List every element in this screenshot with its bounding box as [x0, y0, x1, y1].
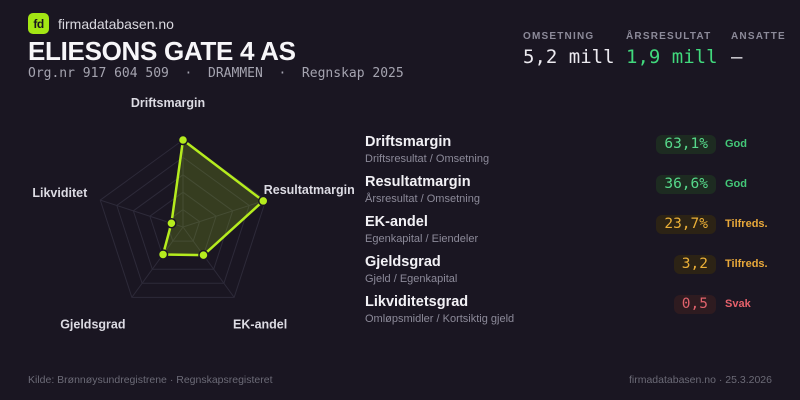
stat-ansatte: ANSATTE –	[731, 31, 786, 68]
radar-data-point	[198, 249, 209, 261]
footer-site-date-text: firmadatabasen.no · 25.3.2026	[628, 374, 772, 386]
footer-source-text: Kilde: Brønnøysundregistrene · Regnskaps…	[28, 374, 273, 386]
radar-axis-label: Likviditet	[32, 186, 88, 200]
metric-name: Driftsmargin	[365, 134, 452, 150]
metric-name: Resultatmargin	[365, 174, 471, 190]
metric-formula: Årsresultat / Omsetning	[365, 193, 480, 205]
metric-value-pill: 3,2	[673, 255, 716, 274]
key-figures-panel: Driftsmargin Driftsresultat / Omsetning …	[365, 134, 777, 334]
company-meta-subtitle: Org.nr 917 604 509 · DRAMMEN · Regnskap …	[28, 66, 404, 81]
radar-chart: Driftsmargin Resultatmargin EK-andel Gjelds…	[32, 96, 355, 331]
metric-name: EK-andel	[365, 214, 428, 230]
metric-formula: Gjeld / Egenkapital	[365, 273, 458, 285]
metric-name: Gjeldsgrad	[365, 254, 441, 270]
metric-value-pill: 36,6%	[656, 175, 716, 194]
metric-row-ek-andel: EK-andel Egenkapital / Eiendeler 23,7% T…	[365, 214, 777, 254]
radar-axis-label: Resultatmargin	[264, 183, 355, 197]
metric-status-label: Tilfreds.	[725, 218, 768, 230]
stat-label: ANSATTE	[731, 31, 786, 42]
metric-formula: Egenkapital / Eiendeler	[365, 233, 479, 245]
stat-value: 5,2 mill	[523, 46, 615, 68]
radar-chart-container: Driftsmargin Resultatmargin EK-andel Gjelds…	[0, 82, 360, 352]
radar-data-point	[166, 217, 177, 229]
metric-status-label: Svak	[725, 298, 751, 310]
stat-label: ÅRSRESULTAT	[626, 31, 712, 42]
metric-value-pill: 23,7%	[656, 215, 716, 234]
radar-data-point	[157, 249, 169, 260]
stat-value: 1,9 mill	[626, 46, 718, 68]
metric-row-likviditetsgrad: Likviditetsgrad Omløpsmidler / Kortsikti…	[365, 294, 777, 334]
metric-value-pill: 0,5	[673, 295, 716, 314]
metric-name: Likviditetsgrad	[365, 294, 469, 310]
metric-row-driftsmargin: Driftsmargin Driftsresultat / Omsetning …	[365, 134, 777, 174]
metric-formula: Omløpsmidler / Kortsiktig gjeld	[365, 313, 515, 325]
radar-data-point	[258, 195, 269, 207]
stat-arsresultat: ÅRSRESULTAT 1,9 mill	[626, 31, 718, 68]
metric-status-label: Tilfreds.	[725, 258, 768, 270]
metric-formula: Driftsresultat / Omsetning	[365, 153, 490, 165]
radar-axis-label: Gjeldsgrad	[60, 317, 125, 331]
stat-value: –	[731, 46, 743, 68]
radar-data-point	[177, 134, 189, 146]
metric-row-resultatmargin: Resultatmargin Årsresultat / Omsetning 3…	[365, 174, 777, 214]
footer: Kilde: Brønnøysundregistrene · Regnskaps…	[28, 374, 772, 386]
site-name: firmadatabasen.no	[58, 15, 174, 32]
stat-omsetning: OMSETNING 5,2 mill	[523, 31, 615, 68]
firmadatabasen-logo-icon: fd	[28, 13, 49, 34]
company-name-title: ELIESONS GATE 4 AS	[28, 36, 296, 66]
radar-axis-label: Driftsmargin	[131, 96, 205, 110]
metric-row-gjeldsgrad: Gjeldsgrad Gjeld / Egenkapital 3,2 Tilfr…	[365, 254, 777, 294]
radar-axis-label: EK-andel	[233, 317, 287, 331]
metric-value-pill: 63,1%	[656, 135, 716, 154]
stat-label: OMSETNING	[523, 31, 595, 42]
brand-header: fd firmadatabasen.no	[28, 13, 174, 34]
metric-status-label: God	[725, 178, 747, 190]
metric-status-label: God	[725, 138, 747, 150]
